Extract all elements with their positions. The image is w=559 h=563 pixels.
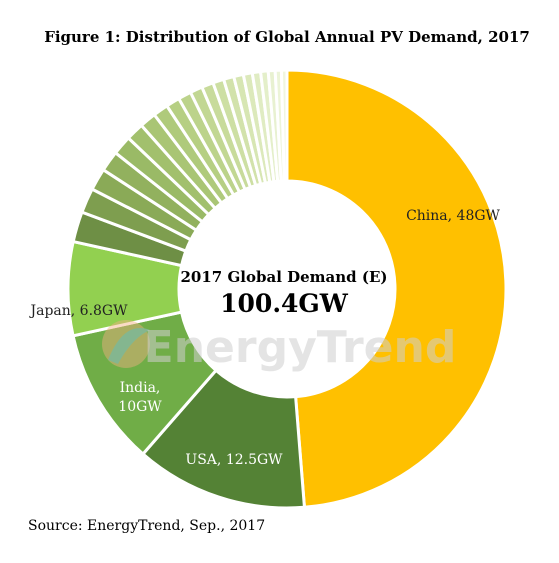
center-label: 2017 Global Demand (E)	[181, 268, 388, 286]
donut-slice	[140, 368, 307, 510]
watermark-logo-icon	[102, 320, 150, 368]
watermark: EnergyTrend	[102, 320, 456, 373]
watermark-text: EnergyTrend	[144, 322, 457, 373]
chart-title: Figure 1: Distribution of Global Annual …	[44, 28, 530, 46]
slice-labels: China, 48GW USA, 12.5GW India, 10GW Japan, 6…	[28, 208, 500, 468]
slice-label: Japan, 6.8GW	[28, 303, 128, 319]
donut-slice	[279, 68, 289, 183]
center-total: 100.4GW	[220, 289, 349, 318]
chart-source: Source: EnergyTrend, Sep., 2017	[28, 518, 265, 534]
slice-label: China, 48GW	[406, 208, 500, 224]
donut-slice	[285, 68, 508, 509]
slice-label: USA, 12.5GW	[185, 452, 283, 468]
slice-label: India, 10GW	[118, 380, 162, 415]
donut-slices	[66, 68, 508, 510]
